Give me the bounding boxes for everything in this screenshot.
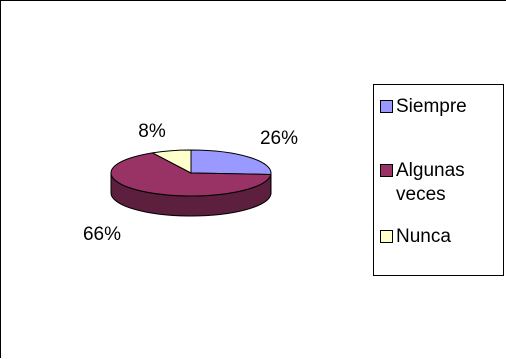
legend-swatch-siempre [380, 100, 393, 113]
legend-item-nunca: Nunca [380, 225, 451, 249]
legend-label: Nunca [396, 225, 451, 249]
legend: Siempre Algunas veces Nunca [373, 84, 504, 276]
data-label: 26% [260, 128, 298, 149]
legend-label: Algunas veces [396, 159, 496, 207]
data-label: 66% [83, 224, 121, 245]
legend-label: Siempre [396, 95, 467, 119]
legend-swatch-nunca [380, 230, 393, 243]
pie-slice-siempre [191, 150, 271, 174]
legend-item-algunas-veces: Algunas veces [380, 159, 496, 207]
pie-chart: 26% 66% 8% [1, 1, 373, 359]
data-label: 8% [138, 121, 166, 142]
legend-item-siempre: Siempre [380, 95, 467, 119]
legend-swatch-algunas-veces [380, 164, 393, 177]
